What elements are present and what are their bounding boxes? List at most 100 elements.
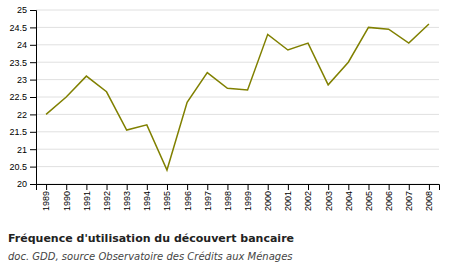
y-tick: 23.5: [9, 58, 36, 68]
x-tick: 2005: [364, 184, 374, 211]
x-tick-label: 1996: [183, 191, 193, 211]
grid-line: [36, 149, 439, 150]
x-tick-mark: [227, 184, 228, 190]
y-tick-mark: [30, 45, 36, 46]
x-tick-label: 1998: [223, 191, 233, 211]
y-tick: 21.5: [9, 127, 36, 137]
y-tick: 22.5: [9, 92, 36, 102]
x-axis-line: [37, 185, 440, 191]
x-tick: 1999: [243, 184, 253, 211]
y-tick-label: 22: [17, 110, 27, 120]
data-line: [46, 24, 429, 170]
x-tick: 2008: [424, 184, 434, 211]
x-tick: 1989: [41, 184, 51, 211]
chart-container: 1989 1990 1991 1992 1993 1994 1995 1996 1997 1998…: [0, 0, 451, 268]
x-tick-label: 2008: [424, 191, 434, 211]
y-tick-label: 20: [17, 179, 27, 189]
y-tick: 24: [17, 40, 36, 50]
x-tick: 1995: [162, 184, 172, 211]
y-tick-label: 21.5: [9, 127, 27, 137]
x-tick-label: 2004: [344, 191, 354, 211]
plot-area: 1989 1990 1991 1992 1993 1994 1995 1996 1997 1998…: [9, 5, 439, 211]
y-tick-mark: [30, 184, 36, 185]
x-tick-label: 2000: [263, 191, 273, 211]
y-tick-mark: [30, 10, 36, 11]
x-tick-mark: [167, 184, 168, 190]
x-tick-label: 1991: [82, 191, 92, 211]
x-tick-label: 1989: [41, 191, 51, 211]
y-tick: 21: [17, 145, 36, 155]
x-tick: 1991: [82, 184, 92, 211]
x-tick: 2003: [324, 184, 334, 211]
y-tick-mark: [30, 62, 36, 63]
x-tick-mark: [409, 184, 410, 190]
y-tick-mark: [30, 80, 36, 81]
x-tick-mark: [187, 184, 188, 190]
x-tick-mark: [368, 184, 369, 190]
x-tick-mark: [207, 184, 208, 190]
x-tick: 2007: [404, 184, 414, 211]
grid: [36, 10, 439, 184]
x-tick-mark: [328, 184, 329, 190]
y-tick: 22: [17, 110, 36, 120]
x-tick-label: 2007: [404, 191, 414, 211]
x-tick: 1992: [102, 184, 112, 211]
x-tick-label: 2006: [384, 191, 394, 211]
x-tick: 1997: [203, 184, 213, 211]
y-tick-mark: [30, 27, 36, 28]
x-tick-mark: [107, 184, 108, 190]
y-tick-label: 25: [17, 5, 27, 15]
x-tick-label: 1994: [142, 191, 152, 211]
grid-line: [36, 166, 439, 167]
grid-line: [36, 44, 439, 45]
x-tick-mark: [147, 184, 148, 190]
subtitle: doc. GDD, source Observatoire des Crédit…: [8, 251, 293, 262]
x-tick-label: 1999: [243, 191, 253, 211]
y-axis: 20 20.5 21 21.5 22 22.5 23 23.5 24 24.5 25: [9, 5, 36, 189]
y-tick: 25: [17, 5, 36, 15]
x-tick: 1998: [223, 184, 233, 211]
x-tick: 1994: [142, 184, 152, 211]
x-tick-label: 2005: [364, 191, 374, 211]
x-tick: 2001: [283, 184, 293, 211]
x-tick-label: 2001: [283, 191, 293, 211]
y-tick-label: 21: [17, 145, 27, 155]
x-tick-mark: [127, 184, 128, 190]
x-tick-mark: [389, 184, 390, 190]
x-tick-mark: [268, 184, 269, 190]
x-tick-label: 2003: [324, 191, 334, 211]
y-tick-mark: [30, 97, 36, 98]
x-tick: 2000: [263, 184, 273, 211]
x-tick-label: 1993: [122, 191, 132, 211]
x-tick-mark: [66, 184, 67, 190]
y-tick-label: 22.5: [9, 92, 27, 102]
x-tick-mark: [288, 184, 289, 190]
y-tick-label: 24: [17, 40, 27, 50]
y-tick: 23: [17, 75, 36, 85]
x-tick: 1996: [183, 184, 193, 211]
x-tick: 2004: [344, 184, 354, 211]
x-tick-label: 1990: [62, 191, 72, 211]
y-tick: 20: [17, 179, 36, 189]
x-tick-label: 1995: [162, 191, 172, 211]
grid-line: [36, 10, 439, 11]
marks: [46, 24, 429, 170]
grid-line: [36, 79, 439, 80]
x-tick-mark: [46, 184, 47, 190]
x-tick-mark: [348, 184, 349, 190]
x-tick-label: 1997: [203, 191, 213, 211]
y-tick: 20.5: [9, 162, 36, 172]
x-tick: 1990: [62, 184, 72, 211]
x-axis: 1989 1990 1991 1992 1993 1994 1995 1996 1997 1998…: [37, 184, 440, 211]
x-tick-label: 2002: [303, 191, 313, 211]
y-tick-mark: [30, 149, 36, 150]
grid-line: [36, 62, 439, 63]
x-tick-mark: [429, 184, 430, 190]
grid-line: [36, 114, 439, 115]
y-tick-mark: [30, 132, 36, 133]
grid-line: [36, 97, 439, 98]
y-tick-mark: [30, 114, 36, 115]
y-tick-label: 24.5: [9, 23, 27, 33]
x-tick-label: 1992: [102, 191, 112, 211]
y-tick-label: 23: [17, 75, 27, 85]
